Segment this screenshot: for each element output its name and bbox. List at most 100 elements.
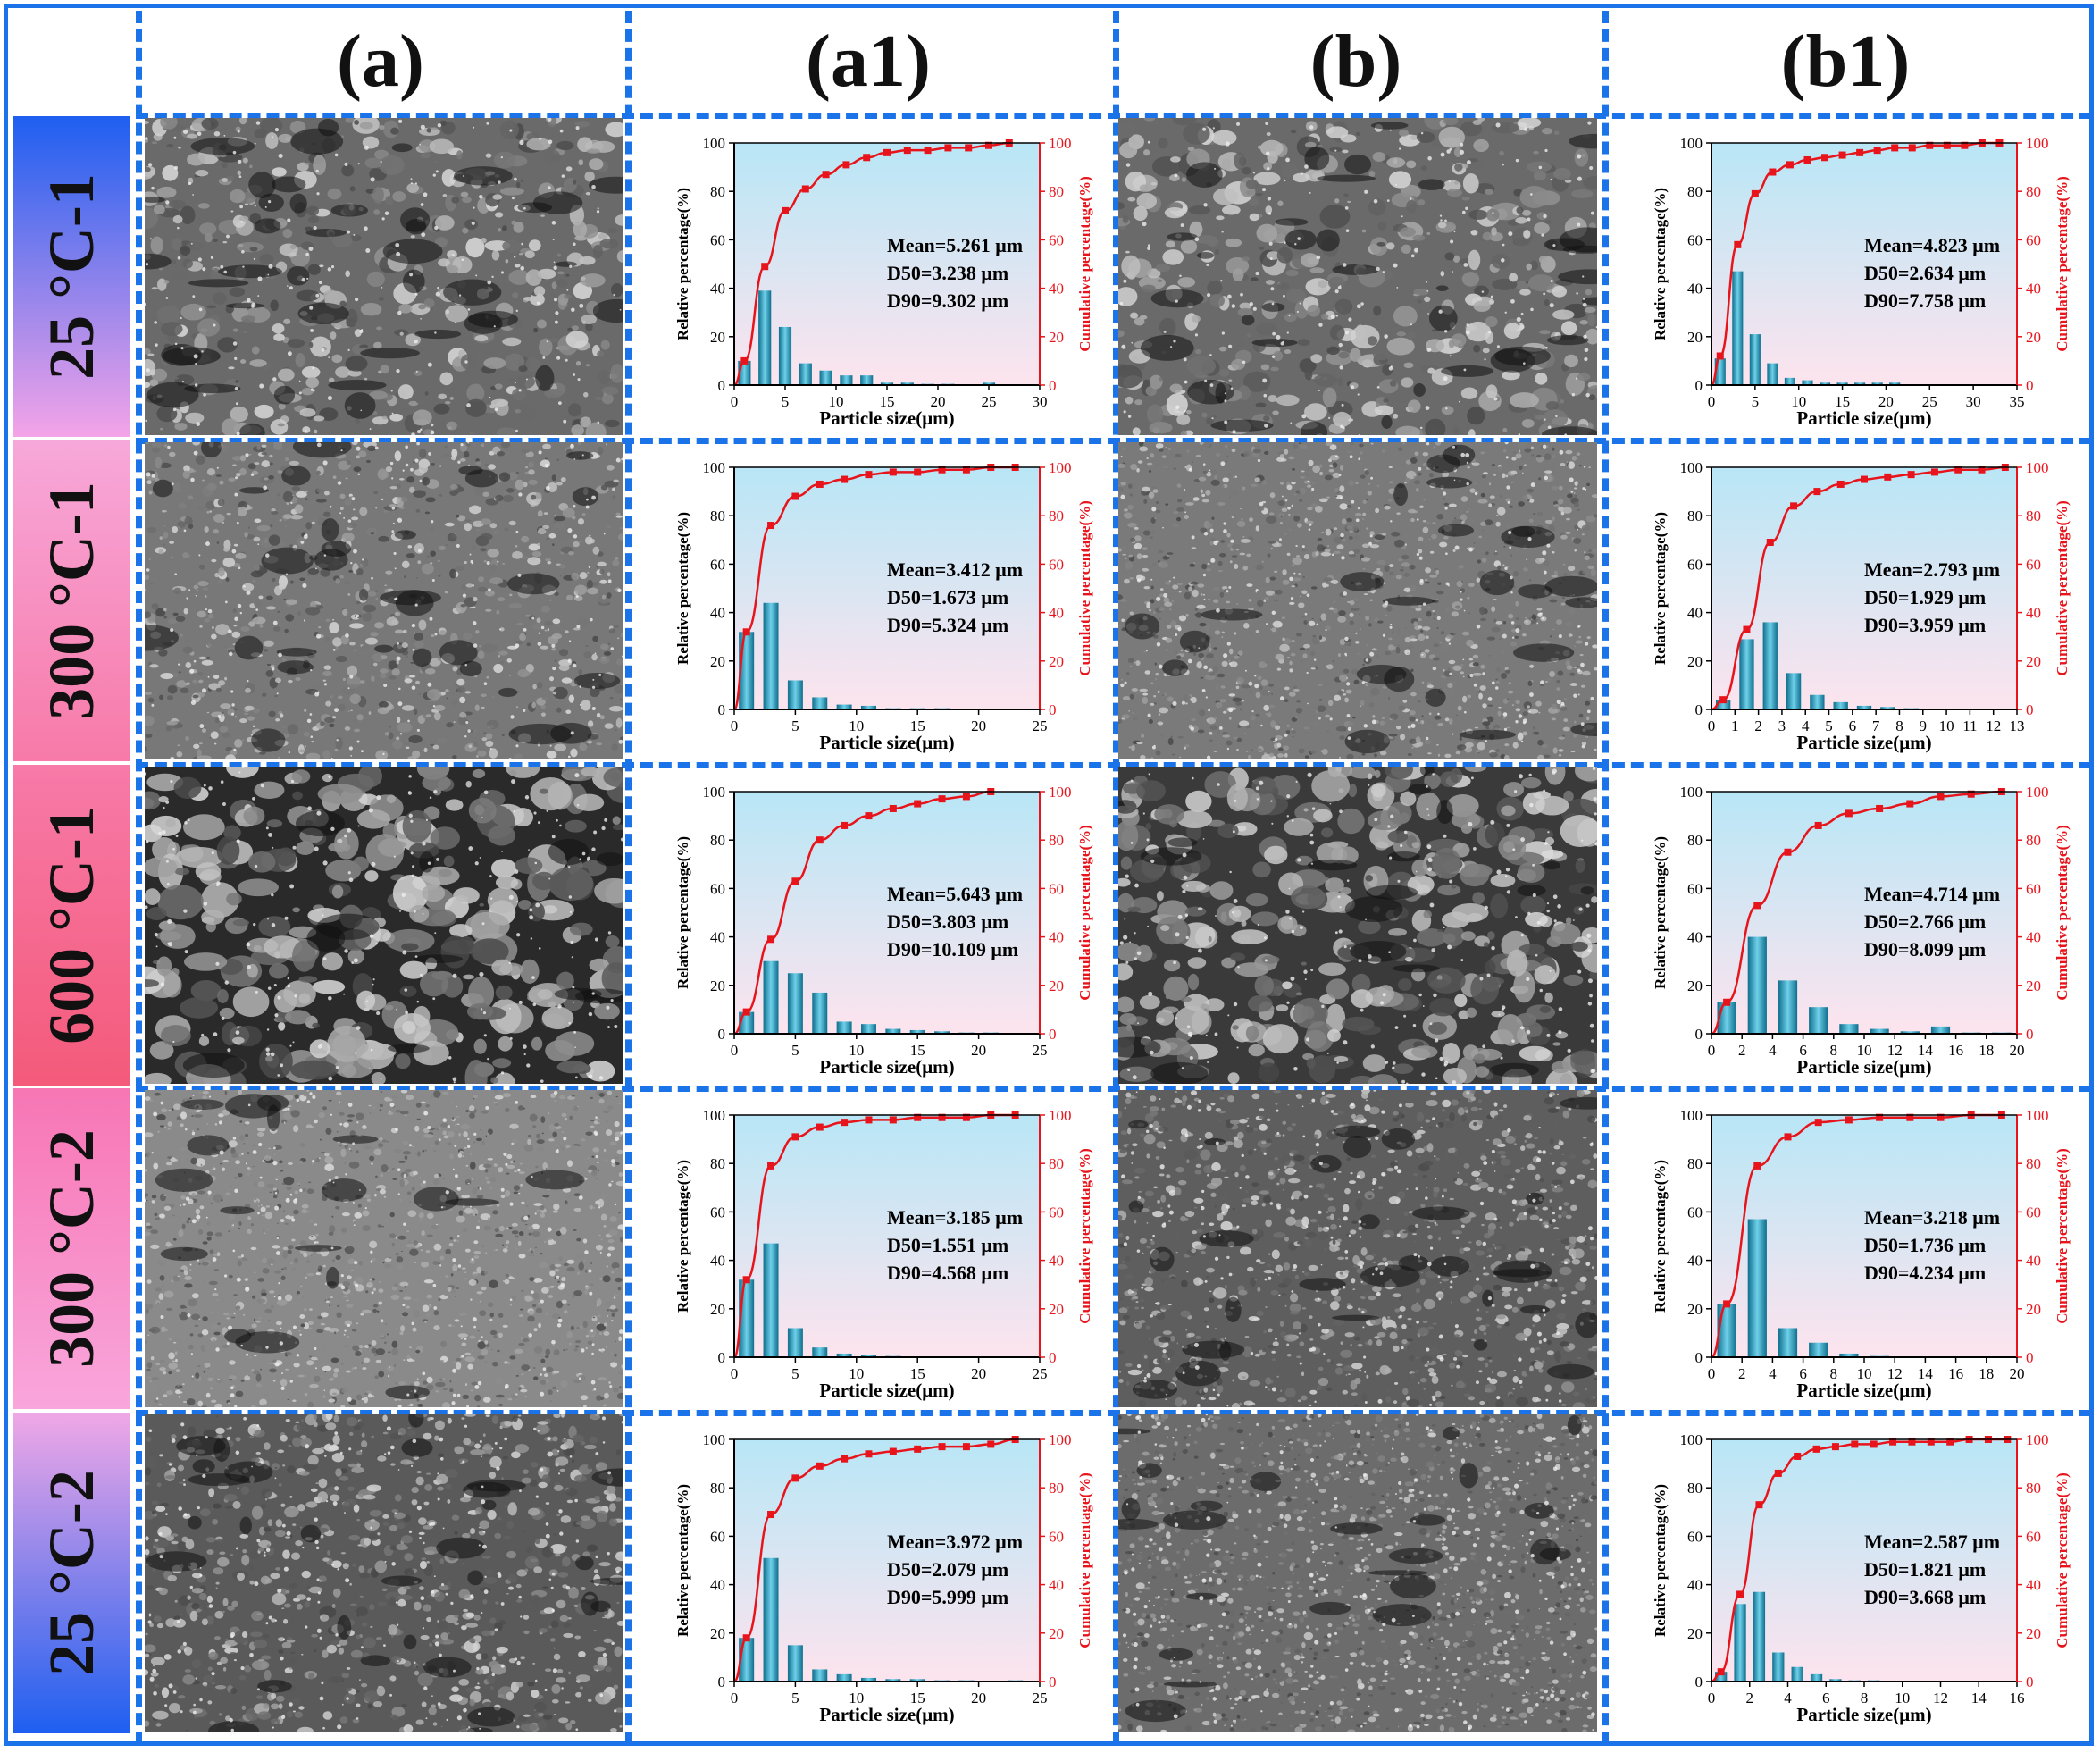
x-tick-label: 30 [1033,393,1048,410]
chart-b1: 0 0 20 20 40 40 60 60 80 80 100 100 0 1 2 3 4 5 6 7 8 9 10 11 12… [1608,442,2087,759]
histogram-bar [1732,271,1744,385]
y-axis-label: Relative percentage(%) [1652,1160,1669,1313]
y2-tick-label: 80 [2026,183,2041,200]
y2-tick-label: 60 [1049,1528,1064,1545]
cumulative-point [889,468,897,476]
cumulative-fit-line [1710,1113,2002,1359]
stat-annotation: Mean=2.793 μm [1864,558,2000,581]
cumulative-point [965,144,973,152]
y2-tick-label: 100 [2026,135,2049,152]
x-tick-label: 25 [1033,717,1048,734]
y2-axis-label: Cumulative percentage(%) [2054,1472,2071,1648]
x-tick-label: 6 [1799,1042,1807,1059]
cumulative-point [742,1276,750,1284]
histogram-bar [982,382,996,385]
stat-annotation: D50=3.803 μm [887,910,1008,933]
stat-annotation: D50=1.551 μm [887,1234,1008,1256]
cumulative-point [767,1511,775,1519]
cumulative-point [841,1119,849,1127]
x-tick-label: 20 [2010,1042,2025,1059]
y-tick-label: 60 [1687,556,1703,573]
x-tick-label: 8 [1830,1042,1838,1059]
y-axis-label: Relative percentage(%) [1652,188,1669,340]
y2-tick-label: 60 [1049,1204,1064,1220]
cumulative-point [1717,1668,1725,1676]
cumulative-point [1831,1443,1839,1451]
y-tick-label: 40 [710,929,725,946]
x-axis-label: Particle size(μm) [819,407,954,429]
histogram-bar [1870,1028,1889,1034]
histogram-bar [812,1669,828,1682]
x-tick-label: 9 [1920,717,1928,734]
x-tick-label: 25 [1033,1042,1048,1059]
y-tick-label: 20 [1687,329,1703,346]
stat-annotation: D50=1.673 μm [887,586,1008,608]
histogram-bar [799,363,812,385]
y-tick-label: 100 [703,784,726,801]
histogram-bar [787,1645,803,1682]
cumulative-point [1906,1113,1914,1121]
histogram-bar [880,382,894,385]
x-tick-label: 5 [782,393,790,410]
cumulative-point [791,492,799,500]
y-axis-label: Relative percentage(%) [674,188,691,340]
y-tick-label: 40 [1687,929,1703,946]
row-label: 300 °C-1 [13,440,130,761]
stat-annotation: Mean=3.412 μm [887,558,1023,581]
column-header-b1: (b1) [1780,19,1911,103]
cumulative-point [1766,539,1774,547]
x-tick-label: 0 [731,393,739,410]
column-header-b: (b) [1309,19,1402,103]
chart-b1: 0 0 20 20 40 40 60 60 80 80 100 100 0 2 4 6 8 10 12 14 16 18 2… [1608,1090,2087,1407]
histogram-bar [1836,382,1848,385]
plot-area [734,1439,1040,1682]
cumulative-point [865,1450,873,1458]
cumulative-point [791,1474,799,1482]
x-tick-label: 10 [1939,717,1954,734]
x-tick-label: 15 [880,393,895,410]
histogram-bar [1767,363,1778,385]
cumulative-point [1751,189,1759,197]
y-tick-label: 80 [1687,1480,1703,1497]
cumulative-point [1769,168,1777,176]
cumulative-point [962,1113,970,1121]
y-tick-label: 80 [1687,507,1703,524]
y-tick-label: 80 [710,183,725,200]
chart-b1: 0 0 20 20 40 40 60 60 80 80 100 100 0 5 10 15 20 25 30 35 Pa… [1608,118,2087,435]
cumulative-point [742,628,750,636]
histogram-bar [1753,1591,1766,1682]
x-tick-label: 10 [849,1365,864,1382]
stat-annotation: D90=5.324 μm [887,614,1008,636]
y2-tick-label: 0 [2026,377,2034,394]
stat-annotation: Mean=5.643 μm [887,883,1023,905]
cumulative-point [740,356,749,365]
y-tick-label: 20 [710,977,725,994]
x-tick-label: 20 [1878,393,1894,410]
y-tick-label: 60 [710,1528,725,1545]
x-tick-label: 4 [1784,1690,1792,1707]
grid-vline [136,11,142,1744]
chart-b1: 0 0 20 20 40 40 60 60 80 80 100 100 0 2 4 6 8 10 12 14 16 Par… [1608,1414,2087,1732]
x-tick-label: 12 [1933,1690,1948,1707]
histogram-bar [1839,1024,1859,1034]
x-axis-label: Particle size(μm) [1796,407,1931,429]
histogram-bar [1778,1328,1798,1357]
x-tick-label: 5 [791,1365,799,1382]
cumulative-fit-line [1711,790,2002,1036]
stat-annotation: D50=2.079 μm [887,1558,1008,1581]
stat-annotation: D90=4.568 μm [887,1262,1008,1284]
x-tick-label: 10 [1895,1690,1910,1707]
x-axis-label: Particle size(μm) [819,1704,954,1725]
y2-axis-label: Cumulative percentage(%) [1076,825,1093,1001]
x-tick-label: 4 [1769,1365,1777,1382]
histogram-bar [836,1673,852,1682]
row-label: 25 °C-1 [13,116,130,437]
sem-image-b [1118,767,1597,1084]
y-tick-label: 40 [710,1253,725,1270]
y2-tick-label: 80 [2026,832,2041,849]
y2-tick-label: 40 [1049,605,1064,622]
histogram-bar [1856,705,1872,709]
